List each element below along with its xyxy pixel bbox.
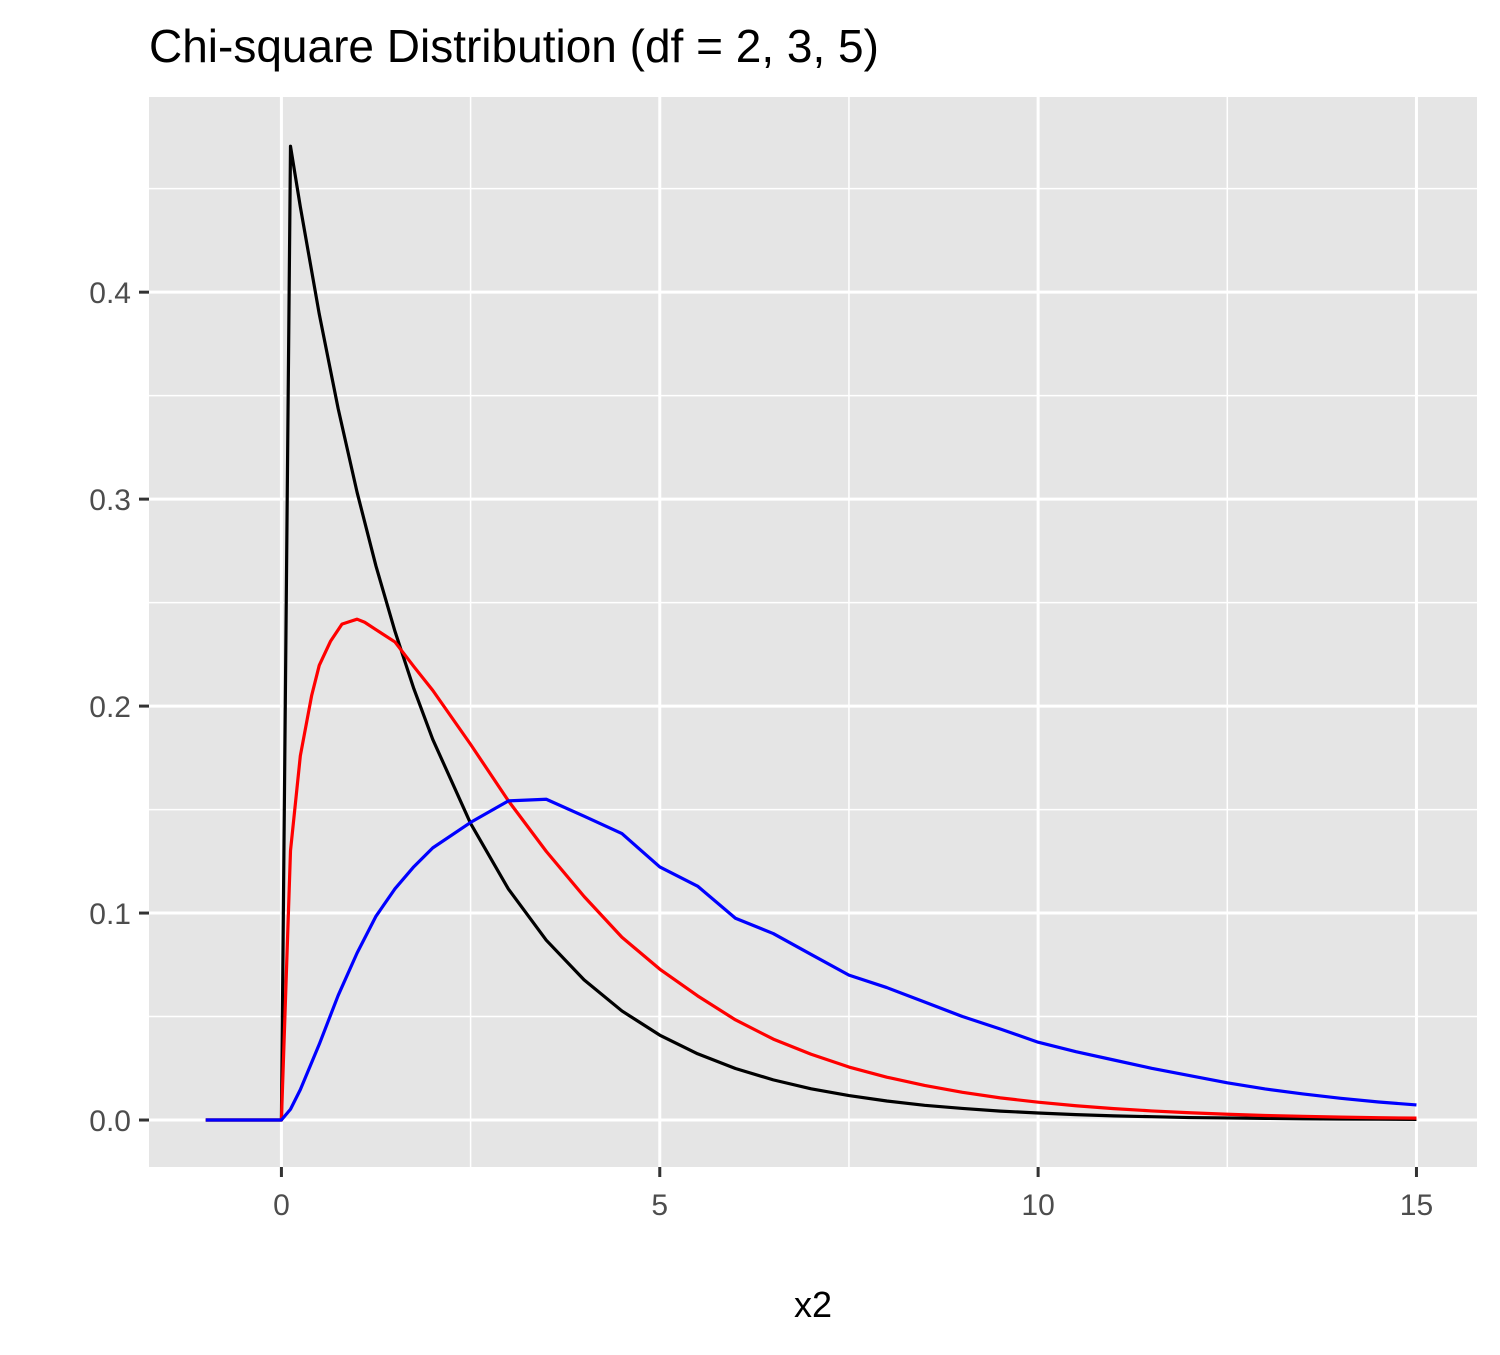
- chart-title: Chi-square Distribution (df = 2, 3, 5): [149, 20, 879, 72]
- y-axis: 0.0 0.1 0.2 0.3 0.4: [89, 277, 149, 1138]
- series-line-3: [205, 797, 1417, 1122]
- x-axis-label: x2: [794, 1284, 832, 1325]
- y-tick-label: 0.1: [89, 898, 131, 931]
- x-tick-label: 0: [273, 1189, 290, 1222]
- y-tick-label: 0.3: [89, 484, 131, 517]
- minor-gridlines: [149, 97, 1477, 1167]
- series-line-2: [205, 617, 1417, 1122]
- x-tick-label: 5: [651, 1189, 668, 1222]
- series-line-1: [205, 144, 1417, 1122]
- y-tick-label: 0.0: [89, 1105, 131, 1138]
- x-tick-label: 15: [1400, 1189, 1433, 1222]
- y-tick-label: 0.2: [89, 691, 131, 724]
- y-tick-label: 0.4: [89, 277, 131, 310]
- plot-panel: [149, 97, 1477, 1167]
- x-tick-label: 10: [1021, 1189, 1054, 1222]
- major-gridlines: [149, 97, 1477, 1167]
- series-layer: [205, 144, 1417, 1122]
- x-axis: 0 5 10 15: [273, 1167, 1433, 1222]
